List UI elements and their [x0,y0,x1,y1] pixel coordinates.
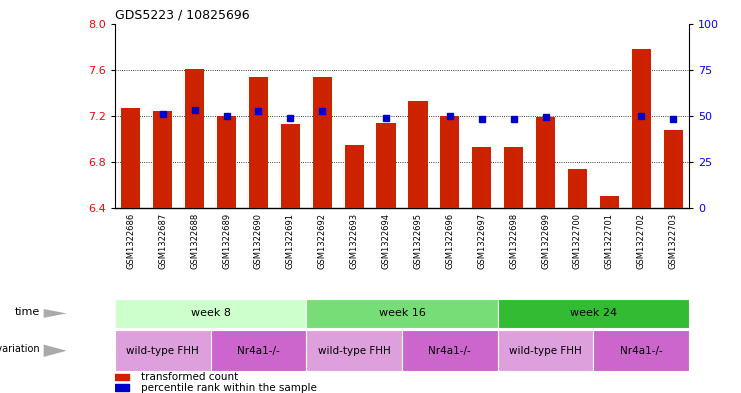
Text: time: time [15,307,40,317]
Polygon shape [44,345,67,357]
Bar [568,169,587,208]
Bar [122,108,140,208]
Bar [115,374,129,380]
Text: week 16: week 16 [379,309,425,318]
Text: week 24: week 24 [570,309,617,318]
Bar [408,101,428,208]
Bar [536,117,555,208]
Polygon shape [44,309,67,318]
Text: Nr4a1-/-: Nr4a1-/- [620,346,662,356]
Bar [472,147,491,208]
Text: wild-type FHH: wild-type FHH [126,346,199,356]
Bar [210,330,306,371]
Text: percentile rank within the sample: percentile rank within the sample [141,383,316,393]
Text: transformed count: transformed count [141,372,238,382]
Bar [115,299,306,328]
Text: GSM1322700: GSM1322700 [573,213,582,268]
Text: GSM1322693: GSM1322693 [350,213,359,269]
Text: wild-type FHH: wild-type FHH [509,346,582,356]
Bar [440,116,459,208]
Bar [249,77,268,208]
Bar [504,147,523,208]
Bar [306,330,402,371]
Text: wild-type FHH: wild-type FHH [318,346,391,356]
Text: GSM1322696: GSM1322696 [445,213,454,269]
Text: GDS5223 / 10825696: GDS5223 / 10825696 [115,8,250,21]
Text: GSM1322691: GSM1322691 [286,213,295,268]
Text: GSM1322687: GSM1322687 [159,213,167,269]
Text: GSM1322702: GSM1322702 [637,213,645,268]
Text: GSM1322690: GSM1322690 [254,213,263,268]
Text: GSM1322695: GSM1322695 [413,213,422,268]
Text: GSM1322692: GSM1322692 [318,213,327,268]
Text: Nr4a1-/-: Nr4a1-/- [237,346,280,356]
Text: GSM1322699: GSM1322699 [541,213,550,268]
Bar [281,124,300,208]
Bar [664,130,682,208]
Text: GSM1322697: GSM1322697 [477,213,486,269]
Text: week 8: week 8 [190,309,230,318]
Bar [153,111,172,208]
Text: Nr4a1-/-: Nr4a1-/- [428,346,471,356]
Bar [599,196,619,208]
Bar [631,49,651,208]
Bar [402,330,498,371]
Bar [115,330,210,371]
Bar [498,330,594,371]
Text: GSM1322703: GSM1322703 [668,213,678,269]
Text: GSM1322688: GSM1322688 [190,213,199,269]
Text: genotype/variation: genotype/variation [0,344,40,354]
Bar [313,77,332,208]
Bar [498,299,689,328]
Bar [594,330,689,371]
Text: GSM1322701: GSM1322701 [605,213,614,268]
Bar [115,384,129,391]
Bar [306,299,498,328]
Bar [217,116,236,208]
Bar [185,69,205,208]
Text: GSM1322689: GSM1322689 [222,213,231,269]
Text: GSM1322686: GSM1322686 [126,213,136,269]
Bar [345,145,364,208]
Text: GSM1322698: GSM1322698 [509,213,518,269]
Text: GSM1322694: GSM1322694 [382,213,391,268]
Bar [376,123,396,208]
